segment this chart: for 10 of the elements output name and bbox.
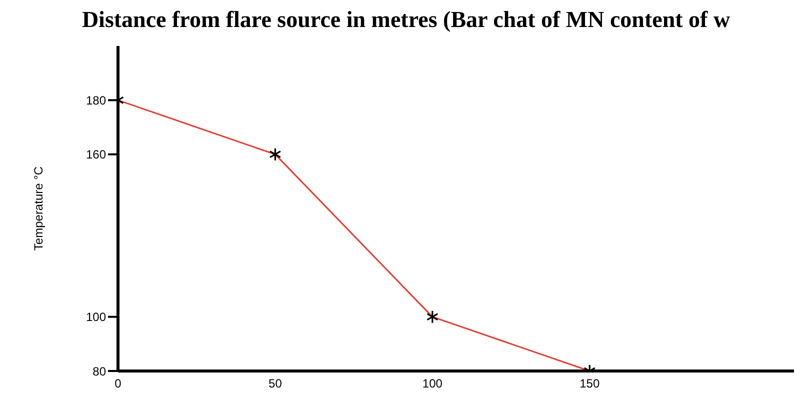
- x-tick-label: 100: [422, 376, 443, 391]
- y-tick-label: 80: [92, 364, 106, 378]
- x-tick-label: 0: [114, 376, 122, 391]
- x-tick-label: 50: [268, 376, 282, 391]
- y-axis-title: Temperature °C: [31, 166, 46, 251]
- x-tick-label: 150: [580, 376, 600, 391]
- chart-title: Distance from flare source in metres (Bar chat of MN content of w: [80, 7, 732, 34]
- y-tick-label: 180: [86, 93, 106, 108]
- y-tick-label: 160: [86, 148, 106, 162]
- y-tick-label: 100: [86, 310, 106, 324]
